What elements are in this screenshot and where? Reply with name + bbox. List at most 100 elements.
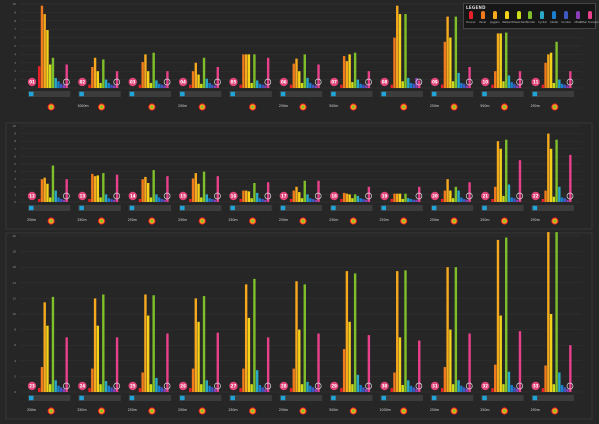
bar [189,198,192,202]
info-strip [28,91,71,97]
stopwatch-icon [365,192,372,200]
bar [396,5,399,88]
legend-item: Stroller [525,10,535,29]
target-icon-core [150,409,154,413]
bar [247,317,251,392]
group-badge [27,191,37,201]
y-tick-label: 20 [12,234,16,238]
bar [547,54,550,88]
distance-label: 250m [228,218,237,222]
bar [266,57,270,88]
bar [449,329,452,392]
bar [404,14,407,88]
bar [460,197,463,202]
y-tick-label: 9 [14,132,16,136]
bar [340,198,343,202]
bar [317,333,320,392]
stopwatch-icon [365,78,372,86]
bar [211,84,214,88]
bar [549,148,553,202]
bar [244,54,248,88]
bar [507,371,511,392]
y-tick-label: 0 [14,390,16,394]
bar [449,37,452,88]
bar [49,64,52,88]
bar [298,329,301,392]
bar [49,197,52,202]
skater-icon [552,11,557,19]
bar [398,337,402,392]
bar [513,387,516,392]
bar [40,5,44,88]
distance-label: 500m [329,104,338,108]
bar [541,198,545,202]
bar [541,84,545,88]
person-icon [480,11,485,19]
location-icon [482,395,487,401]
bar [163,388,166,392]
target-icon-core [251,219,255,223]
bar [462,387,466,392]
stopwatch-icon [63,382,70,390]
bar [54,190,57,202]
bar [46,183,49,202]
bar [93,298,97,392]
bar [558,79,561,88]
group-id-label: 17 [281,193,287,198]
bar [205,380,208,392]
info-strip [481,395,524,401]
target-icon-core [49,105,53,109]
bar [300,82,304,88]
target-icon-core [200,219,204,223]
bar [468,333,471,392]
group-badge [178,191,188,201]
bar [460,82,463,88]
stroller-icon [528,11,533,19]
stopwatch-icon [314,382,322,390]
target-icon-core [402,105,406,109]
distance-label: 250m [128,218,137,222]
y-tick-label: 12 [12,296,16,300]
stopwatch-icon [214,192,221,200]
bar [250,82,253,88]
bar [468,182,471,202]
bar [141,61,144,88]
bar [449,190,452,202]
group-id-label: 23 [29,383,35,388]
bar [298,192,301,202]
bar [544,62,547,88]
bar [208,385,211,392]
bar [110,84,113,88]
bar [62,84,66,88]
bar [390,388,393,392]
distance-label: 250m [279,104,288,108]
legend-item: Joggers [490,10,500,29]
y-tick-label: 0 [14,86,16,90]
y-tick-label: 1 [14,78,16,82]
bar [549,314,553,392]
legend-item: Walker [502,10,512,29]
bar [356,374,360,392]
bar [418,186,421,202]
bar [292,190,295,202]
location-icon [129,205,135,211]
group-badge [178,381,188,391]
bar [367,335,371,392]
bar [502,384,505,392]
group-id-label: 32 [482,383,488,388]
info-strip [330,205,373,211]
distance-label: 250m [531,408,540,412]
group-id-label: 11 [533,79,539,84]
bar [454,267,458,392]
bar [345,271,349,392]
group-badge [531,381,540,391]
distance-label: 250m [279,218,288,222]
bar [505,32,508,88]
info-strip [179,395,222,401]
bar [560,197,564,202]
bar [309,198,312,202]
stopwatch-icon [264,78,272,86]
legend-item: Wheelchair [511,10,526,29]
bar [348,321,351,392]
group-id-label: 28 [281,383,287,388]
